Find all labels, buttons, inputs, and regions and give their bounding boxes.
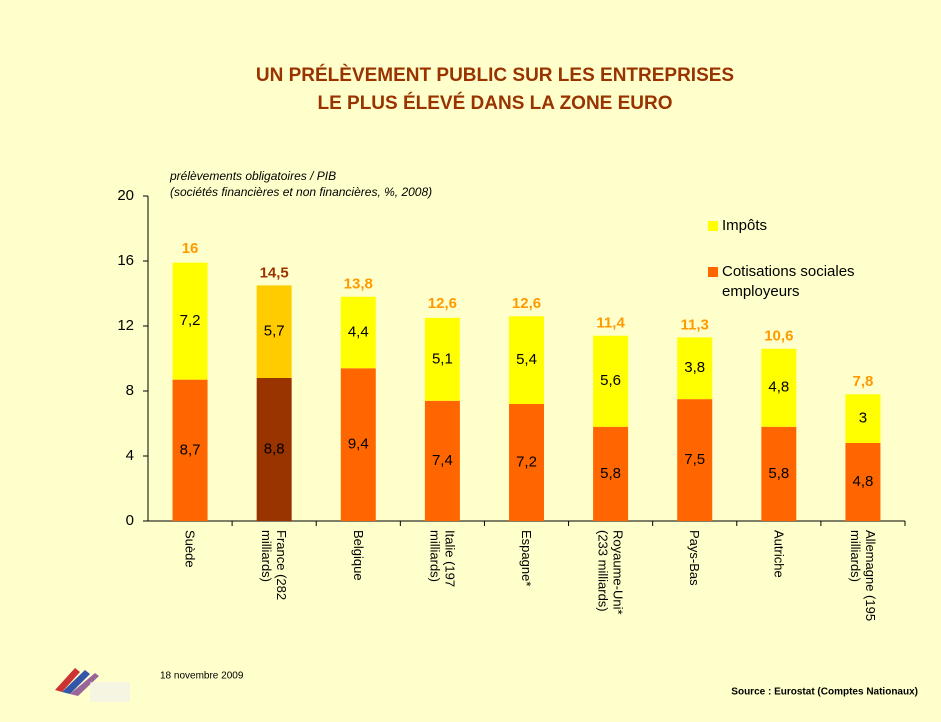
x-tick-label: Autriche — [771, 530, 787, 578]
value-label: 7,2 — [180, 312, 201, 329]
x-tick-label: Belgique — [350, 530, 366, 581]
y-tick-label: 20 — [117, 187, 134, 204]
bar-segment — [340, 368, 376, 521]
legend-swatch — [708, 221, 718, 231]
value-label: 8,8 — [264, 440, 285, 457]
value-label: 3 — [859, 410, 867, 427]
value-label: 5,6 — [600, 372, 621, 389]
bar-segment — [761, 426, 797, 521]
total-label: 16 — [182, 240, 199, 257]
value-label: 3,8 — [684, 359, 705, 376]
total-label: 12,6 — [512, 295, 541, 312]
bar-segment — [677, 337, 713, 400]
total-label: 10,6 — [764, 328, 793, 345]
bar-segment — [845, 394, 881, 443]
value-label: 7,2 — [516, 453, 537, 470]
logo — [55, 668, 130, 702]
value-label: 5,8 — [768, 465, 789, 482]
value-label: 8,7 — [180, 441, 201, 458]
y-axis-label: prélèvements obligatoires / PIB — [169, 169, 336, 183]
total-label: 13,8 — [344, 276, 373, 293]
y-tick-label: 4 — [126, 447, 134, 464]
x-tick-label: Pays-Bas — [687, 530, 703, 586]
source: Source : Eurostat (Comptes Nationaux) — [731, 687, 918, 698]
total-label: 11,3 — [681, 316, 709, 333]
y-tick-label: 8 — [126, 382, 134, 399]
legend-swatch — [708, 267, 718, 277]
bar-segment — [593, 335, 629, 427]
value-label: 7,5 — [684, 451, 705, 468]
value-label: 4,8 — [768, 379, 789, 396]
legend-label: Cotisations sociales employeurs — [722, 263, 855, 300]
date: 18 novembre 2009 — [160, 671, 244, 682]
value-label: 5,4 — [516, 351, 537, 368]
x-tick-label: Royaume-Uni* (233 milliards) — [595, 530, 626, 615]
x-tick-label: Italie (197 milliards) — [427, 530, 458, 588]
bar-segment — [424, 317, 460, 401]
total-label: 11,4 — [596, 315, 625, 332]
bar-segment — [509, 316, 544, 404]
bar-segment — [172, 262, 208, 380]
total-label: 12,6 — [428, 295, 457, 312]
x-tick-label: France (282 milliards) — [259, 530, 290, 601]
legend-label: Impôts — [722, 217, 768, 234]
bar-segment — [172, 379, 208, 521]
chart-title: UN PRÉLÈVEMENT PUBLIC SUR LES ENTREPRISE… — [256, 64, 734, 86]
value-label: 4,4 — [348, 323, 369, 340]
bar-segment — [845, 443, 881, 521]
y-tick-label: 12 — [117, 317, 134, 334]
x-tick-label: Espagne* — [519, 530, 534, 587]
bar-segment — [509, 404, 544, 521]
value-label: 5,7 — [264, 323, 285, 340]
bar-segment — [256, 285, 292, 378]
x-tick-label: Allemagne (195 milliards) — [847, 530, 878, 622]
value-label: 5,1 — [432, 350, 453, 367]
total-label: 7,8 — [853, 373, 874, 390]
value-label: 9,4 — [348, 436, 369, 453]
value-label: 4,8 — [853, 473, 874, 490]
value-label: 7,4 — [432, 452, 453, 469]
y-tick-label: 16 — [117, 252, 134, 269]
y-tick-label: 0 — [126, 512, 134, 529]
y-axis-label: (sociétés financières et non financières… — [170, 185, 432, 199]
total-label: 14,5 — [260, 264, 289, 281]
bar-segment — [761, 348, 797, 427]
bar-segment — [424, 400, 460, 521]
value-label: 5,8 — [600, 465, 621, 482]
bar-segment — [593, 426, 629, 521]
chart-title: LE PLUS ÉLEVÉ DANS LA ZONE EURO — [317, 92, 672, 114]
x-tick-label: Suède — [182, 530, 198, 568]
bar-segment — [340, 296, 376, 369]
bar-segment — [677, 399, 713, 521]
bar-segment — [256, 378, 292, 521]
